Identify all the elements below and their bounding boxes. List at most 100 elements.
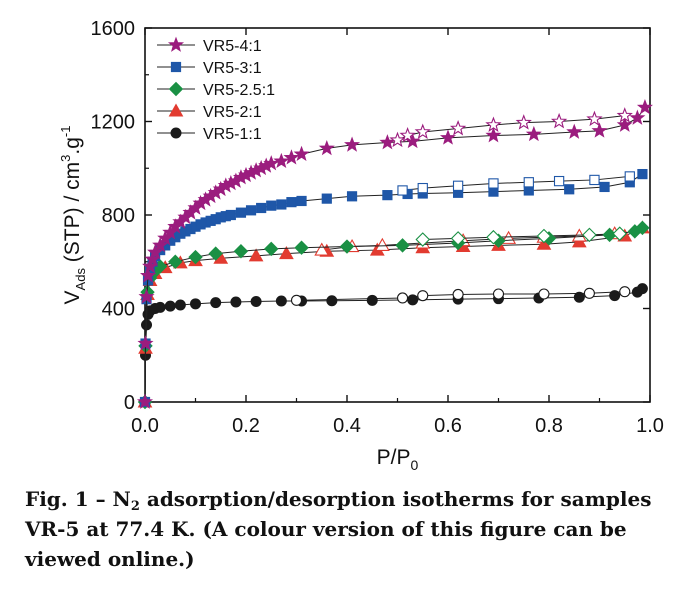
adsorption-point <box>235 207 247 218</box>
adsorption-point <box>279 246 294 260</box>
desorption-point <box>515 114 532 130</box>
figure-caption: Fig. 1 – N2 adsorption/desorption isothe… <box>25 484 675 574</box>
desorption-point <box>488 178 499 189</box>
adsorption-point <box>635 220 650 236</box>
desorption-point <box>417 290 429 302</box>
adsorption-point <box>566 123 583 139</box>
adsorption-point <box>636 283 648 295</box>
adsorption-point <box>485 127 502 143</box>
adsorption-point <box>263 155 280 171</box>
y-tick-label: 0 <box>124 392 135 414</box>
desorption-line <box>321 233 615 251</box>
adsorption-point <box>174 299 186 311</box>
desorption-point <box>536 228 552 244</box>
legend-label: VR5-2:1 <box>203 104 262 121</box>
y-axis-title-mid: .g <box>61 137 84 155</box>
desorption-point <box>389 131 406 148</box>
legend: VR5-4:1 VR5-3:1 VR5-2.5:1 VR5-2:1 VR5-1:1 <box>157 36 275 143</box>
adsorption-point <box>339 239 355 254</box>
desorption-point <box>619 286 631 298</box>
desorption-point <box>415 232 431 247</box>
adsorption-point <box>245 205 257 216</box>
desorption-point <box>374 237 390 251</box>
legend-marker <box>170 127 182 139</box>
desorption-point <box>550 112 568 129</box>
adsorption-point <box>264 241 279 257</box>
adsorption-point <box>140 267 157 283</box>
legend-label: VR5-3:1 <box>203 60 262 77</box>
adsorption-point <box>296 195 307 207</box>
adsorption-point <box>407 294 419 306</box>
desorption-point <box>397 185 408 196</box>
x-axis-title-main: P/P <box>377 446 411 469</box>
legend-label: VR5-2.5:1 <box>203 82 275 99</box>
x-axis-title: P/P0 <box>377 446 419 470</box>
x-tick-label: 0.8 <box>535 415 563 437</box>
series-VR5-1:1 <box>139 283 648 408</box>
adsorption-point <box>210 297 222 309</box>
x-tick-label: 0.6 <box>434 415 462 437</box>
y-tick-label: 1600 <box>91 18 136 40</box>
series-VR5-3:1 <box>139 168 648 408</box>
y-axis-title-rest: (STP) / cm <box>61 162 84 268</box>
adsorption-point <box>162 224 179 240</box>
adsorption-point <box>266 200 277 211</box>
x-tick-label: 0.2 <box>232 415 260 437</box>
desorption-point <box>586 110 603 127</box>
y-axis-title: VAds (STP) / cm3.g-1 <box>58 126 88 305</box>
adsorption-point <box>382 190 393 201</box>
adsorption-point <box>147 243 164 260</box>
adsorption-point <box>275 295 287 307</box>
caption-subscript: 2 <box>130 499 140 514</box>
adsorption-point <box>294 240 309 255</box>
adsorption-point <box>293 145 310 162</box>
adsorption-point <box>157 229 174 246</box>
x-tick-label: 1.0 <box>636 415 664 437</box>
caption-part1: Fig. 1 – N <box>25 487 131 511</box>
adsorption-point <box>629 109 646 125</box>
chart: 0.0 0.2 0.4 0.6 0.8 1.0 0 400 800 1200 1600 P/P0 VAd… <box>58 18 664 470</box>
y-tick-label: 1200 <box>91 112 136 134</box>
desorption-point <box>582 227 597 243</box>
legend-label: VR5-1:1 <box>203 126 262 143</box>
adsorption-point <box>190 298 201 310</box>
adsorption-point <box>256 202 267 214</box>
x-tick-label: 0.0 <box>131 415 159 437</box>
adsorption-point <box>599 181 610 193</box>
desorption-point <box>450 231 466 246</box>
desorption-point <box>485 116 502 132</box>
chart-canvas: 0.0 0.2 0.4 0.6 0.8 1.0040080012001600P/P0VAd… <box>58 18 664 470</box>
adsorption-point <box>636 99 653 115</box>
adsorption-point <box>591 122 608 138</box>
adsorption-point <box>318 139 335 156</box>
legend-marker <box>170 61 182 73</box>
adsorption-point <box>344 136 361 152</box>
y-axis-title-sup2: -1 <box>58 126 73 138</box>
adsorption-point <box>379 134 396 150</box>
adsorption-point <box>164 300 176 312</box>
adsorption-point <box>188 249 203 265</box>
adsorption-point <box>138 288 155 304</box>
adsorption-point <box>250 295 262 307</box>
legend-label: VR5-4:1 <box>203 38 262 55</box>
y-axis-title-subscript: Ads <box>73 268 88 291</box>
desorption-point <box>616 107 633 123</box>
adsorption-point <box>564 184 575 195</box>
adsorption-point <box>286 197 297 208</box>
desorption-point <box>449 119 467 136</box>
desorption-point <box>553 175 565 187</box>
adsorption-point <box>439 129 457 145</box>
desorption-point <box>417 182 428 194</box>
adsorption-point <box>326 295 338 307</box>
adsorption-point <box>154 301 166 313</box>
adsorption-point <box>321 193 332 204</box>
x-axis-title-subscript: 0 <box>411 457 419 470</box>
y-axis-title-main: V <box>61 290 84 304</box>
desorption-point <box>486 229 501 245</box>
desorption-point <box>452 180 464 191</box>
adsorption-point <box>395 238 410 253</box>
adsorption-point <box>637 168 648 180</box>
adsorption-point <box>616 116 633 132</box>
adsorption-point <box>525 125 542 142</box>
adsorption-point <box>208 246 223 261</box>
